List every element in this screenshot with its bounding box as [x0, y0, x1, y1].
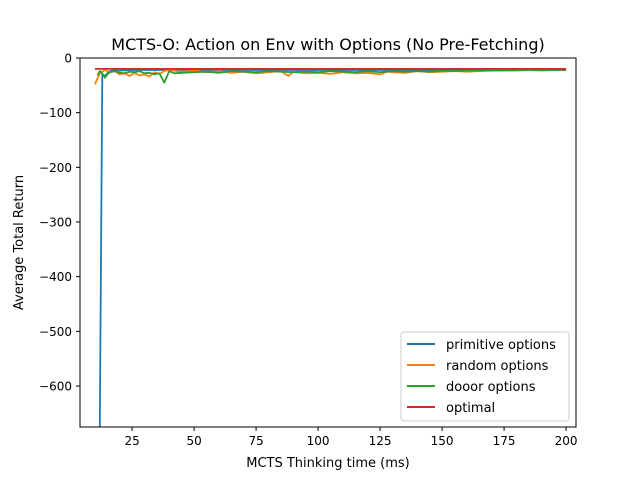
x-tick-label: 50 [186, 434, 201, 448]
chart-title: MCTS-O: Action on Env with Options (No P… [111, 35, 544, 54]
legend-box [400, 331, 570, 422]
x-tick-label: 100 [307, 434, 330, 448]
x-tick-label: 75 [248, 434, 263, 448]
legend-label-optimal: optimal [446, 401, 495, 416]
legend-label-dooor-options: dooor options [446, 380, 536, 395]
x-tick-label: 175 [493, 434, 516, 448]
legend: primitive options random options dooor o… [400, 331, 570, 422]
x-tick-label: 125 [369, 434, 392, 448]
x-axis-label: MCTS Thinking time (ms) [246, 456, 410, 471]
y-tick-label: −400 [39, 270, 72, 284]
series-layer [94, 68, 567, 428]
x-tick-label: 150 [431, 434, 454, 448]
legend-label-random-options: random options [446, 359, 549, 374]
plot-frame [79, 57, 577, 428]
x-axis: 25 50 75 100 125 150 175 200 [124, 427, 578, 448]
x-tick-label: 200 [555, 434, 578, 448]
y-tick-label: −100 [39, 106, 72, 120]
y-tick-label: −600 [39, 380, 72, 394]
y-tick-label: −500 [39, 325, 72, 339]
series-line-random-options [94, 69, 567, 85]
series-line-dooor-options [96, 69, 567, 84]
y-axis: 0 −100 −200 −300 −400 −500 −600 [39, 52, 80, 394]
y-tick-label: −200 [39, 161, 72, 175]
y-axis-label: Average Total Return [12, 175, 27, 310]
y-tick-label: −300 [39, 216, 72, 230]
y-tick-label: 0 [64, 52, 72, 66]
x-tick-label: 25 [124, 434, 139, 448]
legend-label-primitive-options: primitive options [446, 338, 556, 353]
